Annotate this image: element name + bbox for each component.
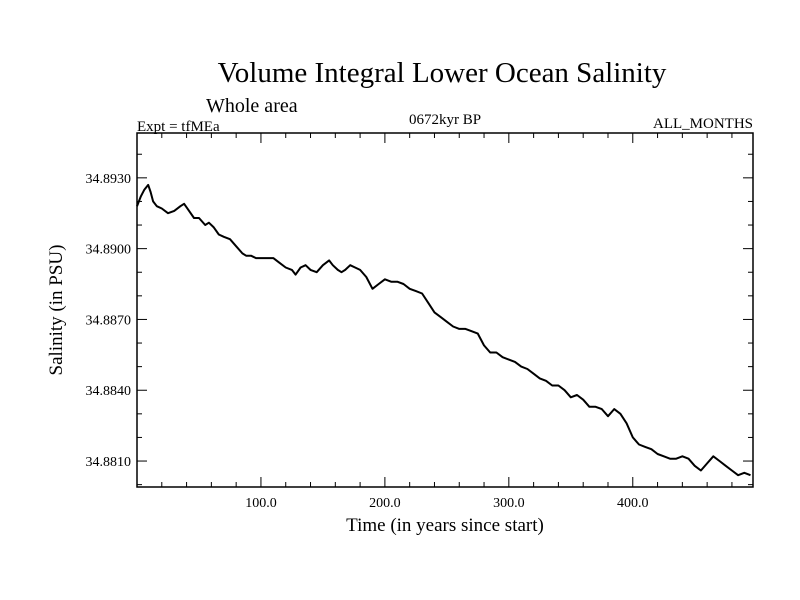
y-tick-label: 34.8930	[86, 172, 132, 187]
x-tick-label: 200.0	[369, 496, 401, 511]
x-tick-label: 100.0	[245, 496, 277, 511]
y-axis-label: Salinity (in PSU)	[46, 245, 67, 376]
experiment-label: Expt = tfMEa	[137, 119, 220, 135]
chart-subtitle: Whole area	[206, 95, 298, 117]
chart-title: Volume Integral Lower Ocean Salinity	[218, 57, 667, 89]
months-label: ALL_MONTHS	[653, 116, 753, 132]
x-tick-label: 300.0	[493, 496, 525, 511]
y-tick-label: 34.8840	[86, 384, 132, 399]
y-tick-label: 34.8900	[86, 243, 132, 258]
x-tick-label: 400.0	[617, 496, 649, 511]
x-axis-label: Time (in years since start)	[346, 515, 544, 536]
period-label: 0672kyr BP	[409, 112, 481, 128]
y-tick-label: 34.8870	[86, 313, 132, 328]
plot-frame	[136, 132, 754, 488]
axis-ticks: 100.0 200.0 300.0 400.0 34.8810 34.8840 34.887…	[86, 133, 753, 511]
y-tick-label: 34.8810	[86, 455, 132, 470]
salinity-series-line	[136, 183, 751, 477]
